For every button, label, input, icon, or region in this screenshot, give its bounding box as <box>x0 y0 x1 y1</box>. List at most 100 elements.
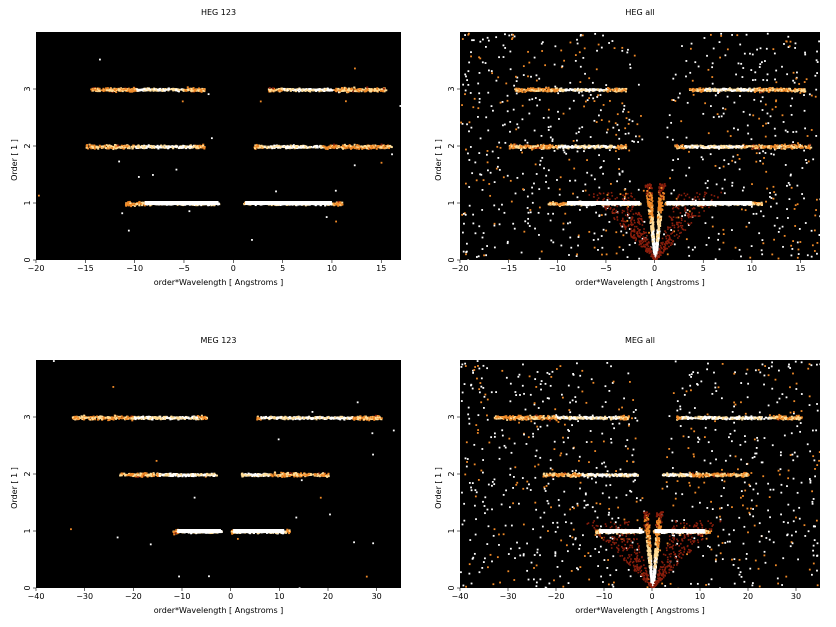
band-cell <box>203 146 206 149</box>
noise-cell <box>714 204 717 207</box>
streak-cell <box>663 250 665 253</box>
streak-cell <box>627 197 630 199</box>
zero-order-cell <box>656 247 659 250</box>
band-cell <box>121 145 124 148</box>
zero-order-cell <box>647 188 650 190</box>
zero-order-cell <box>660 210 662 212</box>
band-cell <box>751 201 754 204</box>
band-cell <box>151 88 154 91</box>
noise-cell <box>765 170 768 173</box>
streak-cell <box>616 219 619 221</box>
streak-cell <box>705 192 708 194</box>
streak-cell <box>616 196 618 199</box>
streak-cell <box>632 213 635 215</box>
noise-cell <box>623 108 625 111</box>
noise-cell <box>574 179 577 182</box>
noise-cell <box>751 183 753 186</box>
band-cell <box>185 147 188 150</box>
noise-cell <box>803 81 806 83</box>
noise-cell <box>761 253 764 256</box>
band-cell <box>154 89 157 92</box>
band-core <box>666 201 752 205</box>
streak-cell <box>676 206 679 209</box>
streak-cell <box>672 240 675 242</box>
band-cell <box>354 90 357 93</box>
zero-order-cell <box>663 192 666 195</box>
noise-cell <box>467 32 470 35</box>
noise-cell <box>556 179 558 181</box>
zero-order-cell <box>658 230 661 233</box>
noise-cell <box>471 39 473 42</box>
noise-cell <box>618 172 621 175</box>
noise-cell <box>792 240 795 242</box>
noise-cell <box>635 135 637 138</box>
band-cell <box>585 204 588 206</box>
band-cell <box>171 145 174 147</box>
zero-order-cell <box>646 184 648 187</box>
noise-cell <box>475 179 478 182</box>
streak-cell <box>623 220 626 223</box>
streak-cell <box>637 219 640 222</box>
band-cell <box>115 91 118 94</box>
noise-cell <box>772 197 775 200</box>
noise-cell <box>621 225 624 228</box>
noise-cell <box>522 74 525 76</box>
zero-order-cell <box>649 192 652 195</box>
streak-cell <box>629 210 632 212</box>
band-cell <box>142 202 145 205</box>
streak-cell <box>641 224 644 226</box>
band-cell <box>127 204 130 207</box>
streak-cell <box>667 238 670 241</box>
noise-cell <box>760 210 762 213</box>
noise-cell <box>623 197 626 200</box>
zero-order-cell <box>655 243 658 246</box>
band-cell <box>328 89 331 92</box>
band-cell <box>123 145 126 148</box>
streak-cell <box>663 243 666 245</box>
band-cell <box>120 88 123 91</box>
band-cell <box>360 145 363 148</box>
streak-cell <box>638 235 640 238</box>
noise-cell <box>618 129 620 132</box>
band-cell <box>192 87 195 89</box>
band-cell <box>332 146 335 149</box>
noise-cell <box>788 45 791 48</box>
streak-cell <box>658 251 661 254</box>
noise-cell <box>505 82 508 85</box>
band-cell <box>192 146 195 149</box>
band-cell <box>261 146 264 149</box>
band-cell <box>319 146 322 149</box>
band-cell <box>173 145 176 148</box>
band-cell <box>186 86 189 89</box>
streak-cell <box>641 242 644 244</box>
band-cell <box>101 146 104 149</box>
zero-order-cell <box>657 235 660 237</box>
noise-cell <box>568 254 570 256</box>
noise-cell <box>528 61 531 64</box>
noise-cell <box>460 121 463 124</box>
zero-order-cell <box>654 259 657 260</box>
band-cell <box>125 203 128 206</box>
band-cell <box>138 204 141 207</box>
streak-cell <box>645 249 648 252</box>
noise-cell <box>636 123 639 126</box>
streak-cell <box>671 232 673 234</box>
noise-cell <box>586 99 589 102</box>
noise-cell <box>99 58 101 61</box>
band-cell <box>197 145 200 148</box>
zero-order-cell <box>644 184 647 187</box>
band-cell <box>328 145 331 148</box>
noise-cell <box>597 249 599 251</box>
streak-cell <box>621 219 624 221</box>
noise-cell <box>468 159 471 161</box>
band-cell <box>156 88 159 91</box>
noise-cell <box>816 61 819 63</box>
zero-order-cell <box>660 188 663 190</box>
band-cell <box>136 88 139 91</box>
band-cell <box>337 146 340 149</box>
streak-cell <box>631 216 634 219</box>
noise-cell <box>598 186 601 189</box>
noise-cell <box>790 113 793 116</box>
streak-cell <box>641 239 644 241</box>
noise-cell <box>790 244 793 247</box>
